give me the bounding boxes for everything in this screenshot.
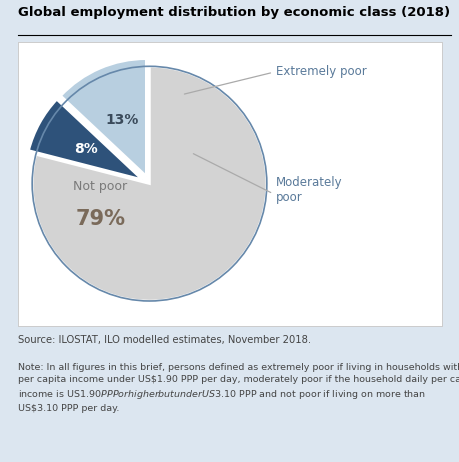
Text: Not poor: Not poor [73, 180, 127, 193]
Wedge shape [28, 99, 142, 180]
Wedge shape [32, 66, 266, 301]
Text: 13%: 13% [105, 113, 139, 127]
Text: Note: In all figures in this brief, persons defined as extremely poor if living : Note: In all figures in this brief, pers… [18, 363, 459, 413]
Text: Source: ILOSTAT, ILO modelled estimates, November 2018.: Source: ILOSTAT, ILO modelled estimates,… [18, 335, 311, 345]
Text: Global employment distribution by economic class (2018): Global employment distribution by econom… [18, 6, 449, 18]
Text: 8%: 8% [74, 141, 97, 156]
Text: Moderately
poor: Moderately poor [193, 154, 342, 204]
Text: 79%: 79% [75, 209, 125, 230]
Text: Extremely poor: Extremely poor [184, 65, 366, 94]
Wedge shape [61, 59, 146, 176]
